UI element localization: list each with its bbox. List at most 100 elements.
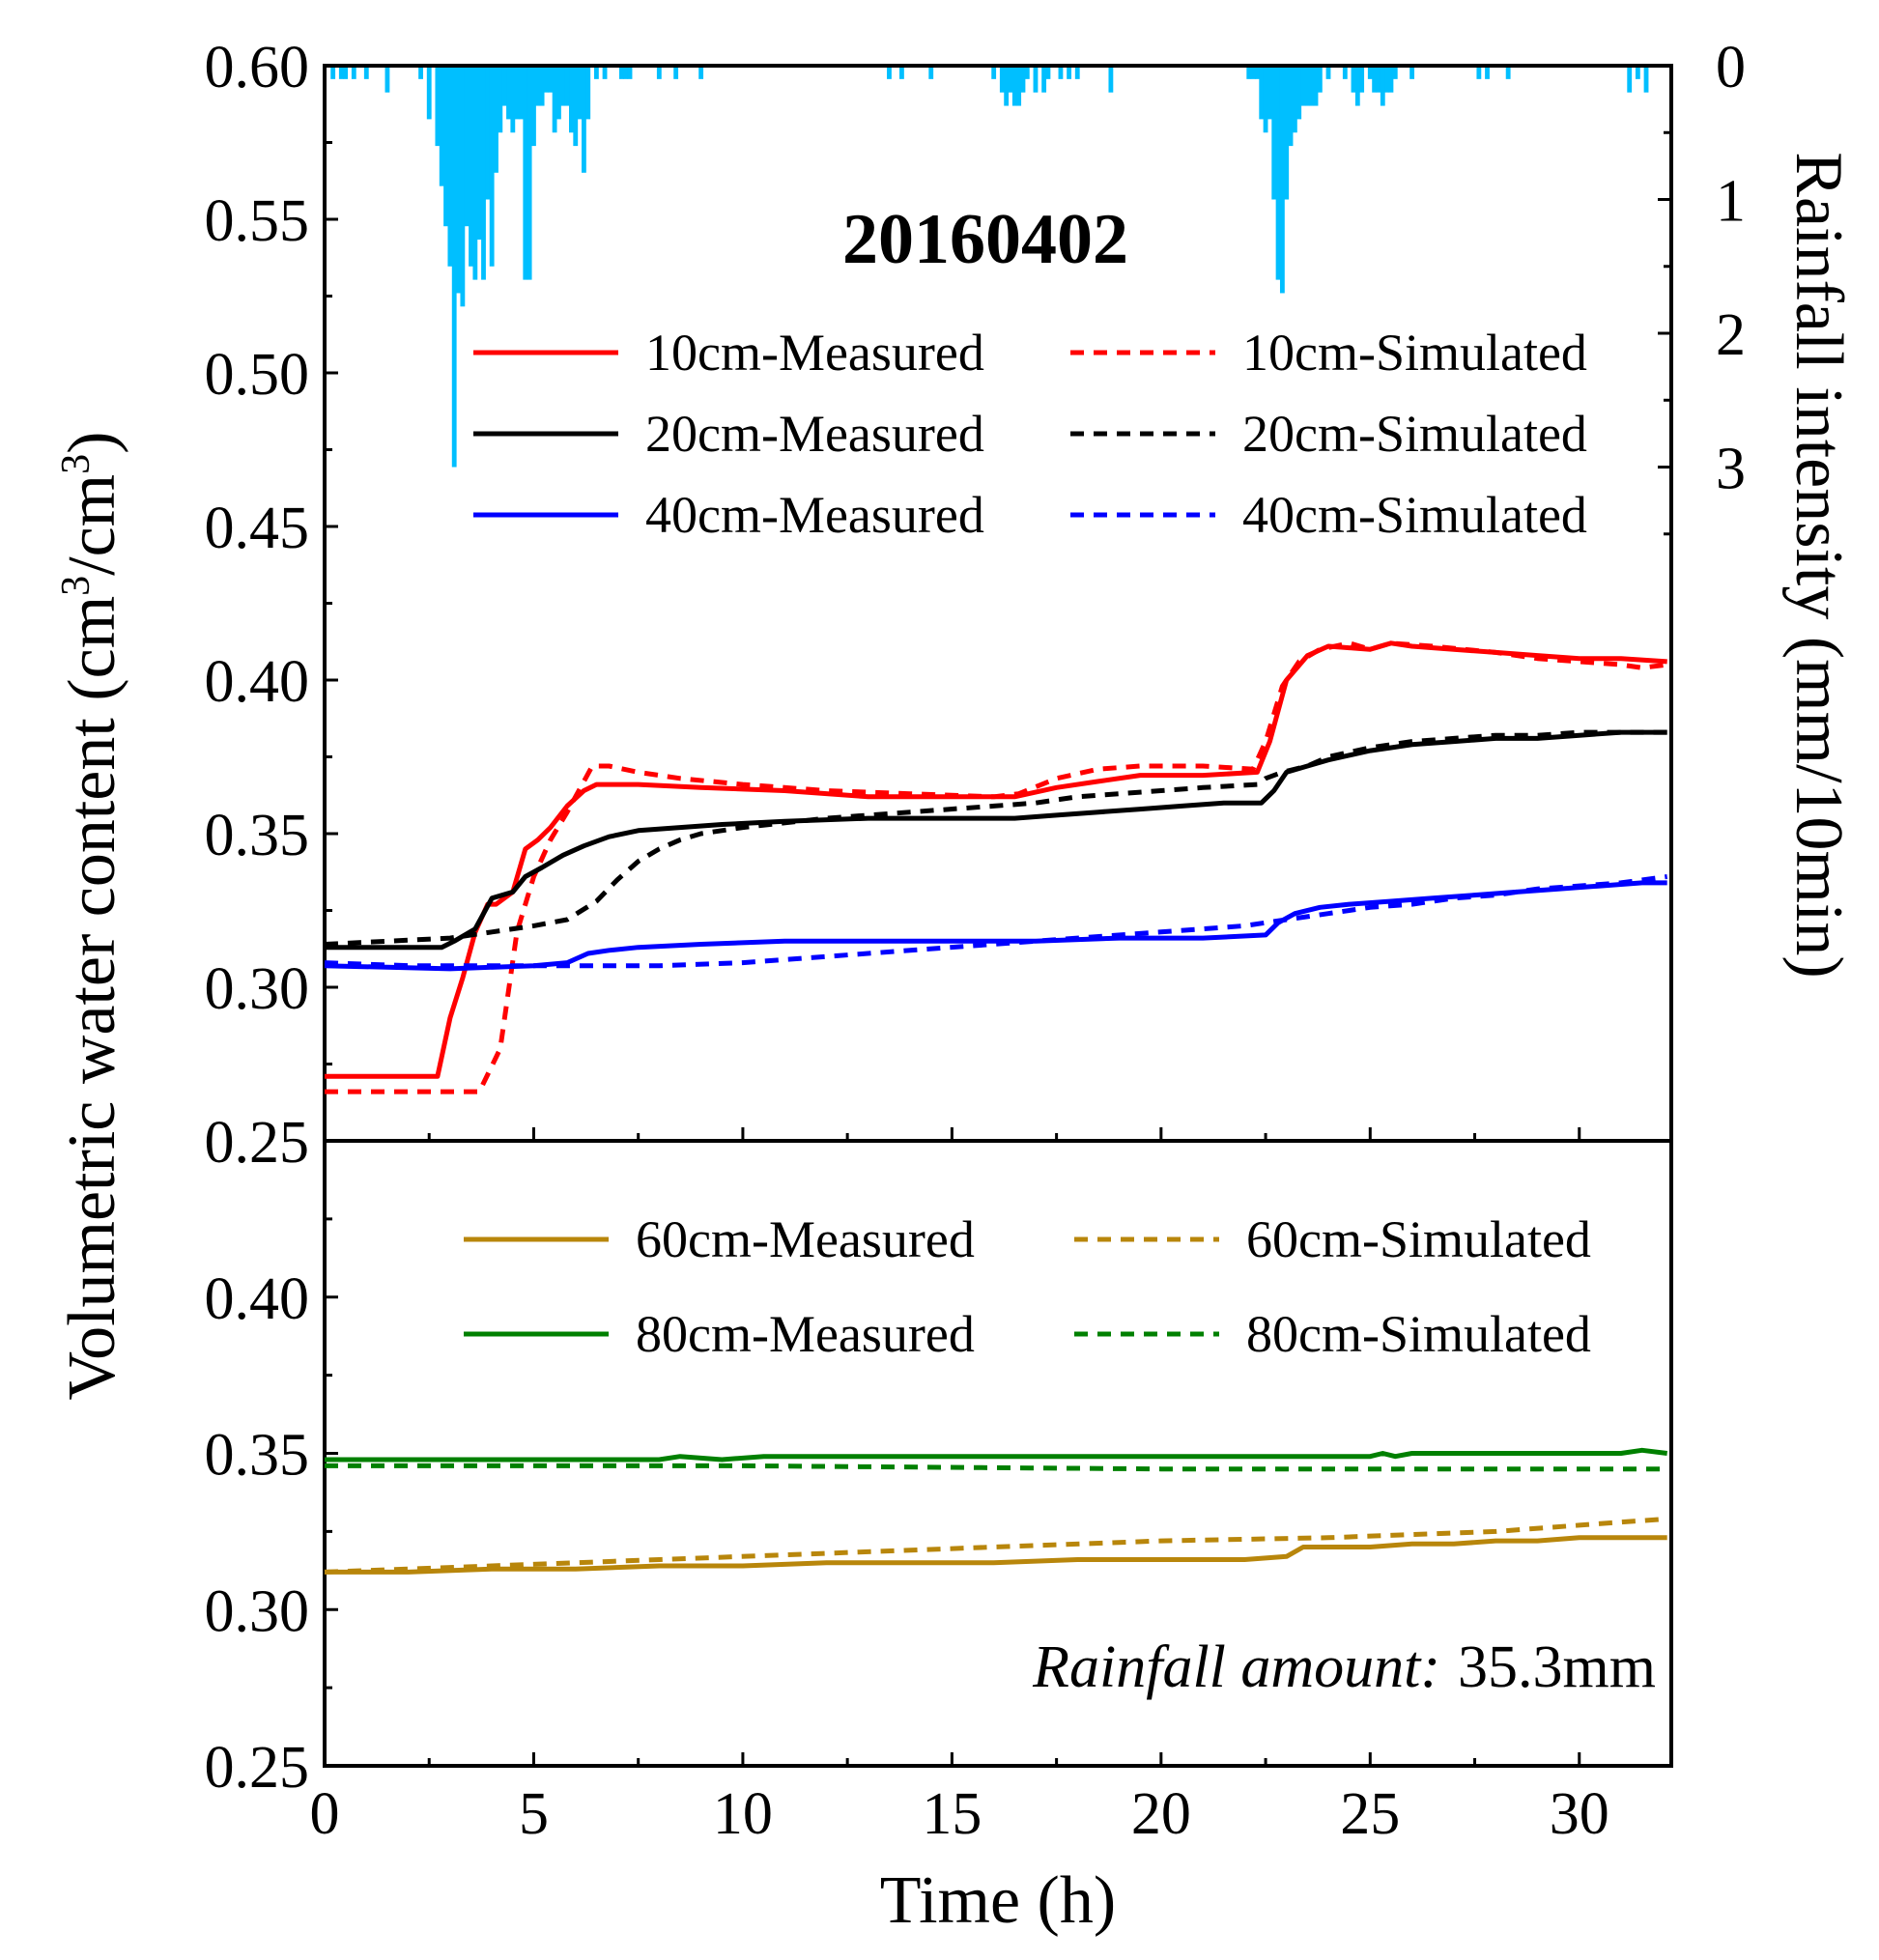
rain-bar	[343, 66, 349, 79]
y2-tick-label: 1	[1716, 169, 1746, 235]
x-axis-title: Time (h)	[880, 1863, 1116, 1938]
rain-bar	[510, 66, 516, 133]
rain-bar	[1505, 66, 1511, 79]
rain-bar	[1284, 66, 1290, 200]
rain-bar	[501, 66, 507, 106]
rain-bar	[531, 66, 536, 147]
x-tick-label: 30	[1550, 1781, 1609, 1847]
series-20cm-measured	[325, 729, 1667, 951]
y-tick-label: 0.35	[205, 803, 310, 868]
rain-bar	[1011, 66, 1017, 106]
rain-bar	[569, 66, 574, 133]
series-60cm-measured	[325, 1535, 1667, 1575]
rain-bar	[577, 66, 583, 120]
rain-bar	[1342, 66, 1348, 79]
rain-bar	[1033, 66, 1039, 93]
rain-bar	[1067, 66, 1072, 79]
rain-bar	[426, 66, 432, 120]
rain-bar	[564, 66, 570, 106]
rain-bar	[1313, 66, 1319, 106]
series-80cm-simulated	[325, 1463, 1667, 1472]
y-axis-title-sup2: 3	[54, 454, 99, 474]
rain-bar	[489, 66, 495, 267]
rain-bar	[1300, 66, 1306, 106]
rain-bar	[1020, 66, 1026, 93]
rain-bar	[618, 66, 624, 79]
rain-bar	[494, 66, 498, 173]
rain-bar	[469, 66, 473, 267]
rain-bar	[1384, 66, 1390, 93]
rain-bar	[548, 66, 554, 93]
rain-bar	[1304, 66, 1310, 106]
rain-bar	[506, 66, 511, 120]
y-axis-title-pre: Volumetric water content (cm	[55, 596, 129, 1401]
rain-bar	[1108, 66, 1114, 93]
series-lines	[324, 640, 1668, 1575]
rain-bar	[627, 66, 633, 79]
rain-bar	[1058, 66, 1064, 79]
legend-label: 10cm-Measured	[645, 324, 984, 382]
rain-bar	[1643, 66, 1649, 93]
rain-bar	[1041, 66, 1047, 93]
series-60cm-simulated	[324, 1516, 1667, 1575]
x-tick-label: 0	[310, 1781, 340, 1847]
rain-bar	[1246, 66, 1252, 79]
rain-bar	[991, 66, 997, 79]
rain-bar	[439, 66, 444, 186]
rain-bar	[1275, 66, 1281, 280]
y2-axis-title: Rainfall intensity (mm/10min)	[1781, 152, 1856, 978]
legend-label: 40cm-Simulated	[1242, 486, 1587, 544]
rain-bar	[928, 66, 934, 79]
rain-bar	[1024, 66, 1030, 79]
y-tick-label: 0.50	[205, 342, 310, 408]
rain-bar	[899, 66, 904, 79]
rain-bar	[1263, 66, 1268, 133]
rain-bar	[581, 66, 586, 173]
rain-bar	[1267, 66, 1272, 120]
y-tick-label-bottom: 0.40	[205, 1266, 310, 1332]
legend-label: 40cm-Measured	[645, 486, 984, 544]
rain-bar	[573, 66, 579, 147]
y-axis-title-sup1: 3	[54, 576, 99, 596]
rain-bar	[593, 66, 599, 79]
legend-bottom: 60cm-Measured 60cm-Simulated 80cm-Measured…	[464, 1210, 1591, 1363]
rain-bar	[539, 66, 545, 106]
legend-label: 20cm-Simulated	[1242, 405, 1587, 463]
rain-bar	[1317, 66, 1323, 93]
rain-bar	[363, 66, 369, 79]
rain-bar	[338, 66, 344, 79]
rain-bar	[535, 66, 541, 106]
rain-bar	[602, 66, 608, 79]
series-20cm-simulated	[324, 729, 1667, 947]
rain-bar	[1351, 66, 1356, 93]
rain-bar	[1008, 66, 1013, 93]
series-40cm-measured	[324, 880, 1667, 972]
rain-bar	[1296, 66, 1302, 120]
rain-bar	[585, 66, 591, 120]
rain-bar	[552, 66, 557, 133]
ticks: 0 5 10 15 20 25 300.250.300.350.400.450.500.55…	[205, 35, 1747, 1847]
rain-bar	[1367, 66, 1373, 79]
rain-bar	[673, 66, 679, 79]
rain-bar	[698, 66, 704, 79]
y-tick-label: 0.55	[205, 188, 310, 254]
rain-bar	[1359, 66, 1365, 93]
y-axis-title: Volumetric water content (cm3/cm3)	[54, 432, 129, 1401]
rain-bar	[1409, 66, 1415, 79]
rain-bar	[887, 66, 892, 79]
rain-bar	[498, 66, 503, 133]
rain-bar	[1045, 66, 1051, 79]
y-tick-label: 0.40	[205, 649, 310, 715]
rain-bar	[527, 66, 532, 280]
legend-label: 80cm-Simulated	[1246, 1305, 1591, 1363]
y-tick-label-bottom: 0.35	[205, 1423, 310, 1489]
rain-bar	[519, 66, 524, 120]
y-axis-title-post: )	[55, 432, 129, 454]
rain-bar	[1250, 66, 1256, 79]
rain-bar	[451, 66, 457, 468]
series-10cm-simulated	[325, 640, 1668, 1094]
rain-bar	[1476, 66, 1482, 79]
series-10cm-measured	[325, 640, 1667, 1079]
rain-bar	[1388, 66, 1394, 93]
